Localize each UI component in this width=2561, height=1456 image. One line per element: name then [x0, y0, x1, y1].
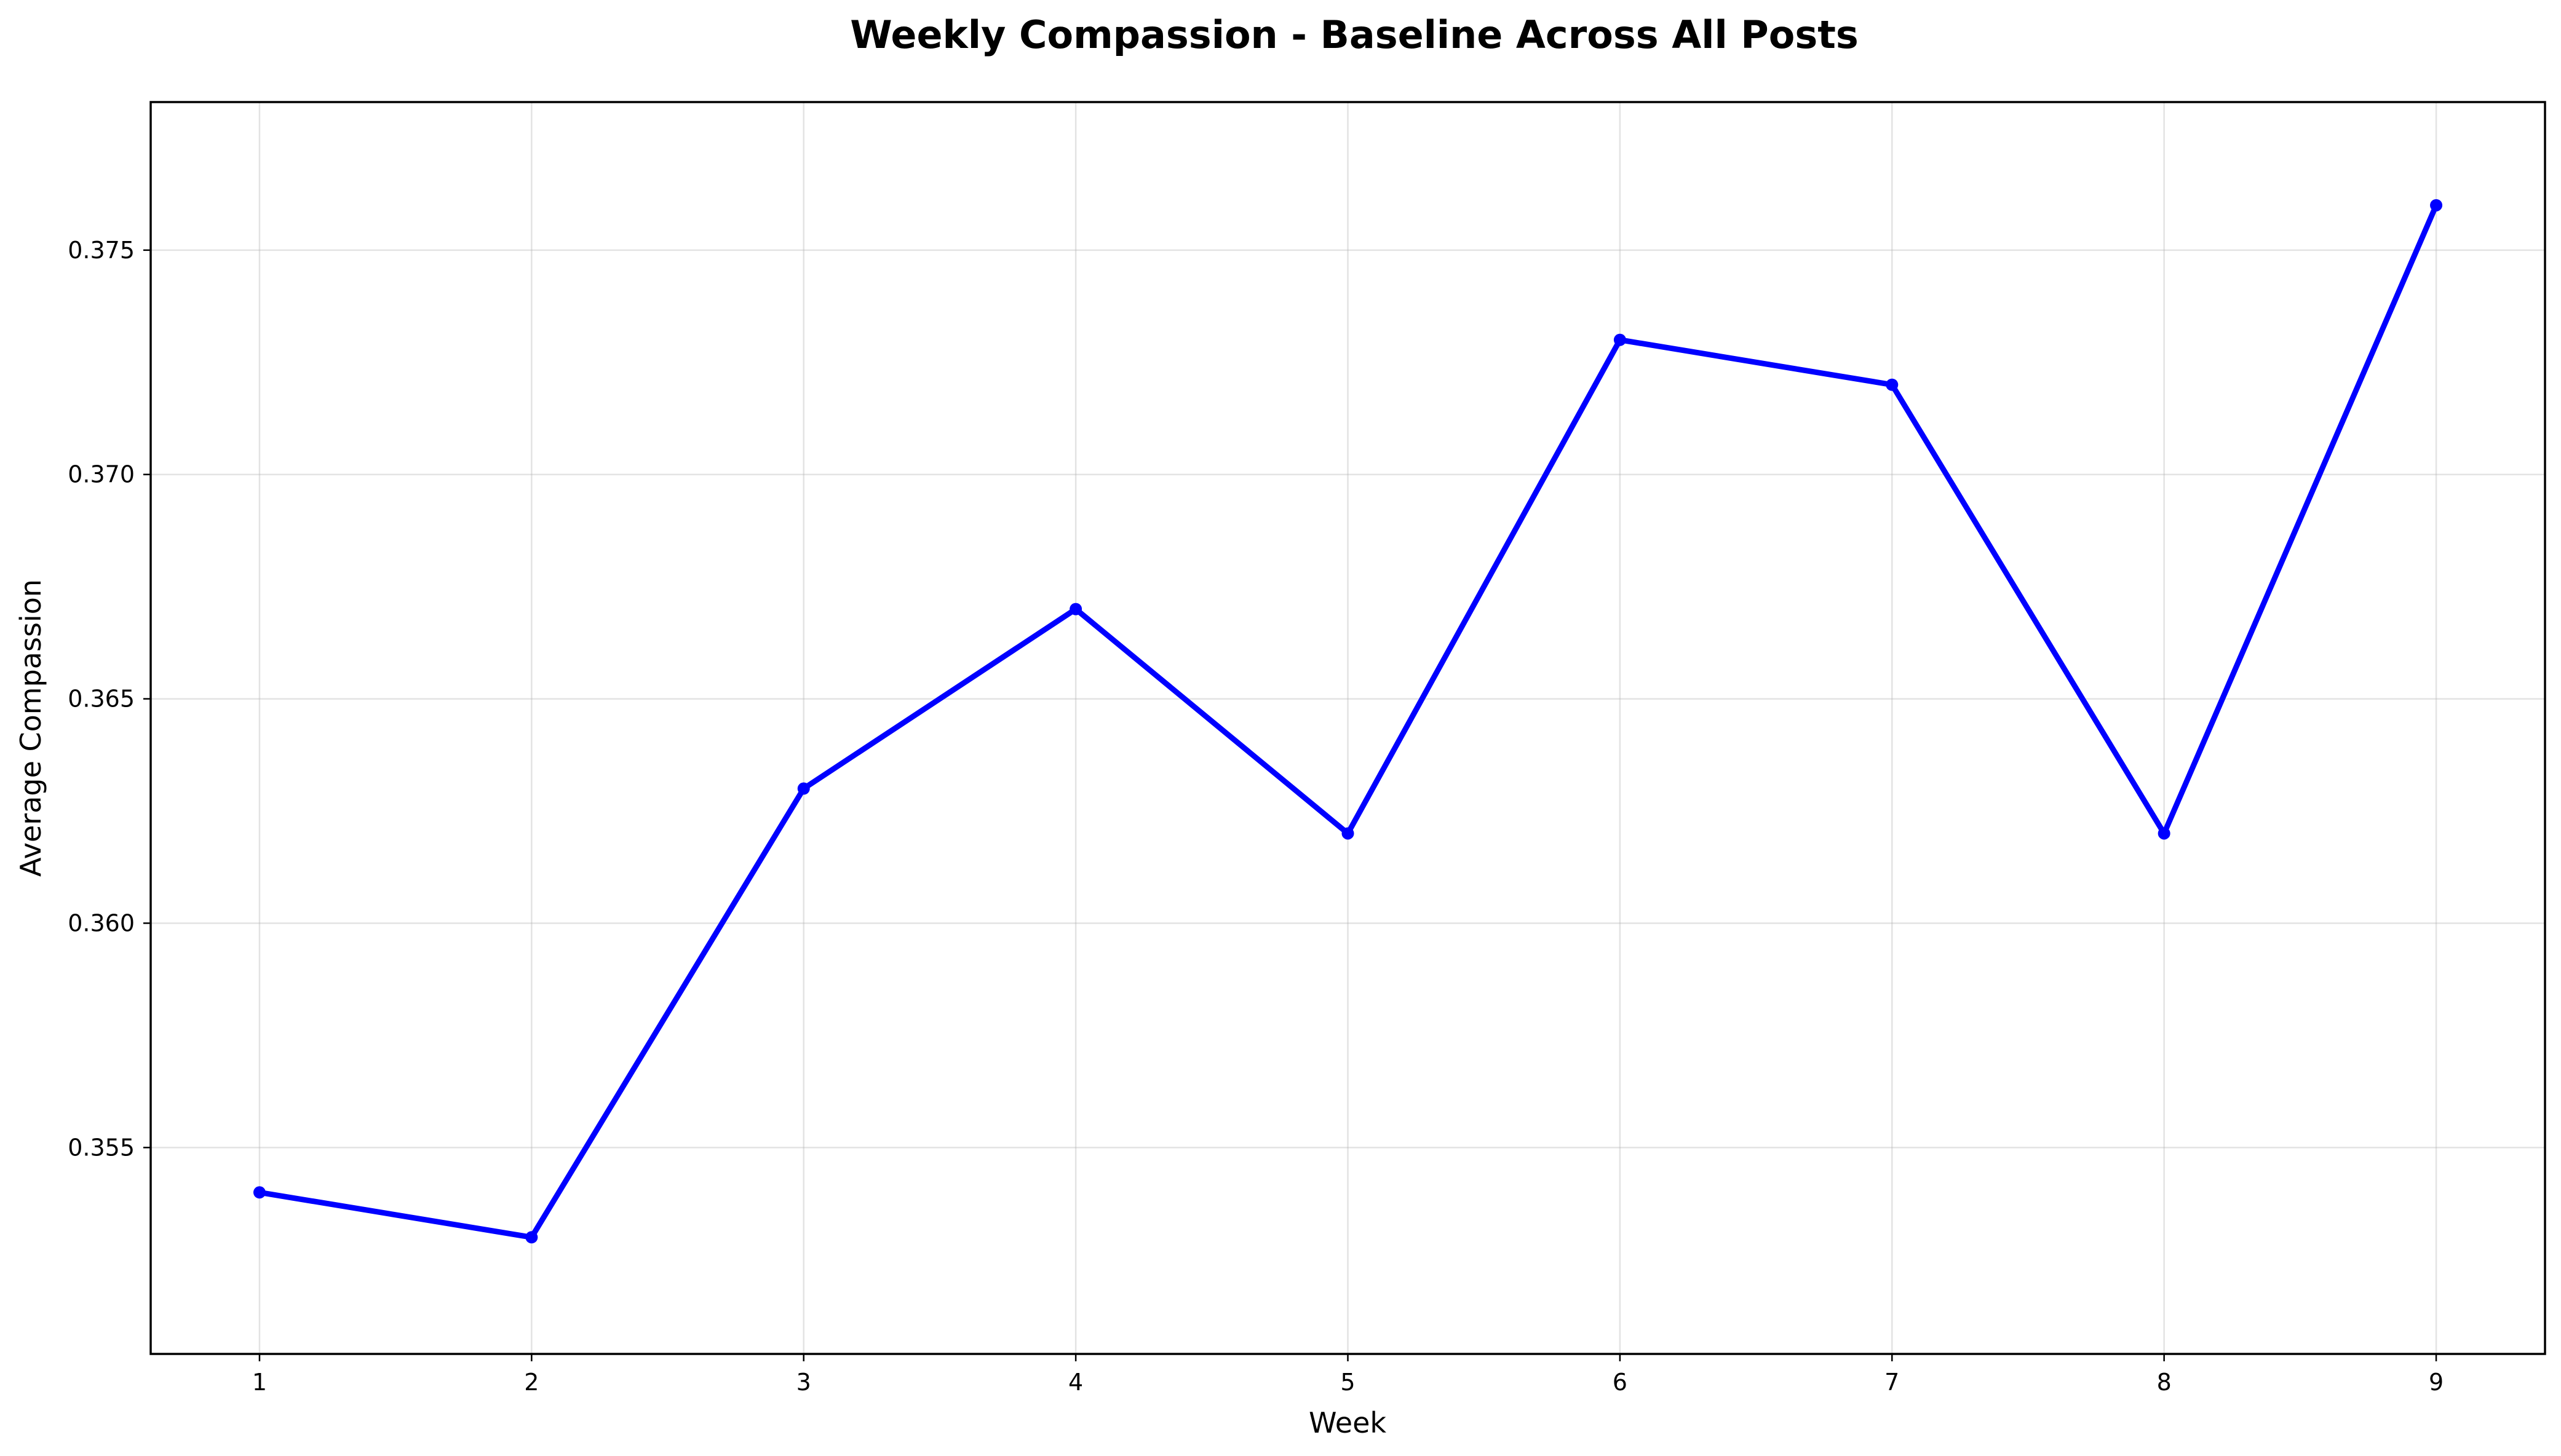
- y-tick-label: 0.370: [68, 461, 135, 488]
- y-tick-label: 0.375: [68, 237, 135, 264]
- data-point: [1613, 333, 1626, 346]
- data-point: [1341, 827, 1354, 840]
- data-point: [525, 1231, 538, 1244]
- y-axis: 0.355 0.360 0.365 0.370 0.375: [68, 237, 151, 1161]
- y-tick-label: 0.360: [68, 909, 135, 936]
- data-point: [2430, 199, 2443, 212]
- y-tick-label: 0.365: [68, 686, 135, 713]
- data-point: [1886, 378, 1899, 391]
- x-axis: 1 2 3 4 5 6 7 8 9: [252, 1354, 2444, 1396]
- grid-layer: [151, 102, 2545, 1354]
- data-point: [2158, 827, 2170, 840]
- data-point: [1070, 603, 1082, 615]
- y-tick-label: 0.355: [68, 1134, 135, 1161]
- data-point: [797, 782, 810, 795]
- x-tick-label: 5: [1340, 1369, 1355, 1396]
- x-tick-label: 2: [524, 1369, 539, 1396]
- x-tick-label: 1: [252, 1369, 267, 1396]
- x-tick-label: 3: [796, 1369, 811, 1396]
- x-axis-label: Week: [1309, 1406, 1386, 1439]
- x-tick-label: 9: [2429, 1369, 2444, 1396]
- data-point: [253, 1186, 266, 1199]
- x-tick-label: 8: [2157, 1369, 2172, 1396]
- x-tick-label: 6: [1613, 1369, 1627, 1396]
- y-axis-label: Average Compassion: [14, 579, 47, 877]
- x-tick-label: 4: [1068, 1369, 1083, 1396]
- x-tick-label: 7: [1884, 1369, 1899, 1396]
- chart-title: Weekly Compassion - Baseline Across All …: [850, 12, 1859, 57]
- series-layer: [253, 199, 2443, 1244]
